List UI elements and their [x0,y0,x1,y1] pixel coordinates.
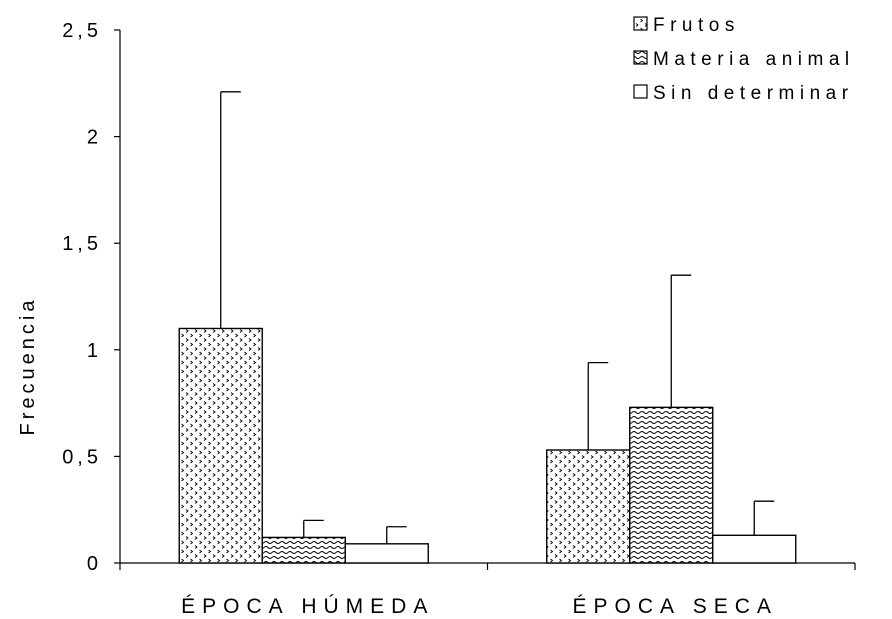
axes: 0 0,5 1 1,5 2 2,5 ÉPOCA HÚMEDA ÉPOCA SECA [62,20,856,618]
legend-swatch [633,16,648,31]
legend-swatch [633,50,648,65]
bar [629,406,714,564]
bars [178,327,797,564]
y-tick-label: 1,5 [62,233,102,255]
x-category-label: ÉPOCA SECA [573,595,778,618]
bar [712,534,797,564]
y-axis-label: Frecuencia [17,297,39,436]
x-category-label: ÉPOCA HÚMEDA [181,595,434,618]
bar [178,327,263,564]
legend: Frutos Materia animal Sin determinar [633,15,855,104]
error-bars [220,91,775,544]
legend-swatch [633,84,648,99]
y-tick-label: 2,5 [62,20,102,42]
y-tick-label: 2 [87,127,102,149]
bar [344,543,429,564]
y-tick-label: 0 [87,553,102,575]
legend-label: Materia animal [653,49,855,70]
legend-label: Frutos [653,15,740,36]
y-tick-label: 1 [87,340,102,362]
bar [546,449,631,564]
bar [261,536,346,564]
y-tick-label: 0,5 [62,446,102,468]
legend-label: Sin determinar [653,83,854,104]
